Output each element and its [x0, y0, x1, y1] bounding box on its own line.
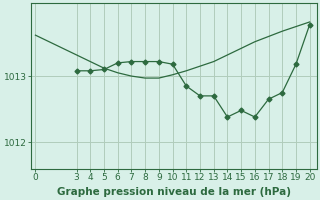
X-axis label: Graphe pression niveau de la mer (hPa): Graphe pression niveau de la mer (hPa) [57, 187, 291, 197]
